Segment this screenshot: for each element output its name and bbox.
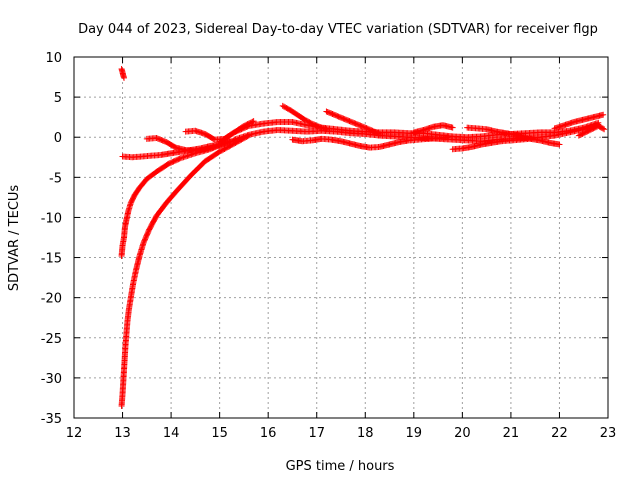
x-tick-label: 18 <box>357 426 374 441</box>
data-point-marker <box>522 133 529 140</box>
axis-ticks: 12 13 14 15 16 17 18 19 20 21 22 23 10 5 0 -5 -10 -15 -20 -… <box>41 51 617 441</box>
data-point-marker <box>599 125 606 132</box>
x-tick-label: 21 <box>503 426 520 441</box>
chart-title: Day 044 of 2023, Sidereal Day-to-day VTE… <box>78 22 598 37</box>
series-track-j <box>323 108 383 138</box>
data-point-marker <box>323 126 330 133</box>
y-tick-label: -30 <box>41 372 62 387</box>
x-tick-label: 23 <box>600 426 617 441</box>
series-track-i <box>279 102 330 133</box>
plot-frame <box>73 56 609 419</box>
series-track-e <box>143 135 238 154</box>
y-tick-label: -10 <box>41 211 62 226</box>
x-tick-label: 17 <box>308 426 325 441</box>
data-point-marker <box>444 134 451 141</box>
y-axis-label: SDTVAR / TECUs <box>7 185 22 292</box>
x-tick-label: 16 <box>260 426 277 441</box>
y-tick-label: -35 <box>41 412 62 427</box>
grid-lines <box>74 57 608 418</box>
y-tick-label: -15 <box>41 252 62 267</box>
series-track-c <box>118 66 128 81</box>
data-point-marker <box>376 131 383 138</box>
data-point-marker <box>244 123 251 130</box>
data-point-marker <box>600 111 607 118</box>
y-tick-label: 10 <box>45 51 62 66</box>
y-tick-label: -25 <box>41 332 62 347</box>
y-tick-label: 0 <box>54 131 62 146</box>
series-track-p <box>575 122 608 139</box>
series-track-m <box>449 135 563 153</box>
x-tick-label: 19 <box>406 426 423 441</box>
data-point-marker <box>556 141 563 148</box>
data-point-marker <box>449 124 456 131</box>
y-tick-label: -5 <box>49 171 62 186</box>
x-tick-label: 14 <box>163 426 180 441</box>
series-track-l <box>410 122 456 136</box>
x-axis-label: GPS time / hours <box>286 459 395 474</box>
series-track-n <box>464 124 529 140</box>
x-tick-label: 12 <box>66 426 83 441</box>
series-track-b <box>118 132 252 409</box>
x-tick-label: 13 <box>114 426 131 441</box>
x-tick-label: 15 <box>211 426 228 441</box>
y-tick-label: -20 <box>41 292 62 307</box>
data-point-marker <box>176 155 183 162</box>
x-tick-label: 22 <box>551 426 568 441</box>
y-tick-label: 5 <box>54 91 62 106</box>
series-track-o <box>551 111 607 132</box>
data-point-marker <box>375 130 382 137</box>
x-tick-label: 20 <box>454 426 471 441</box>
series-track-k <box>289 134 451 151</box>
data-points <box>118 66 608 409</box>
data-point-marker <box>121 74 128 81</box>
data-point-marker <box>601 126 608 133</box>
